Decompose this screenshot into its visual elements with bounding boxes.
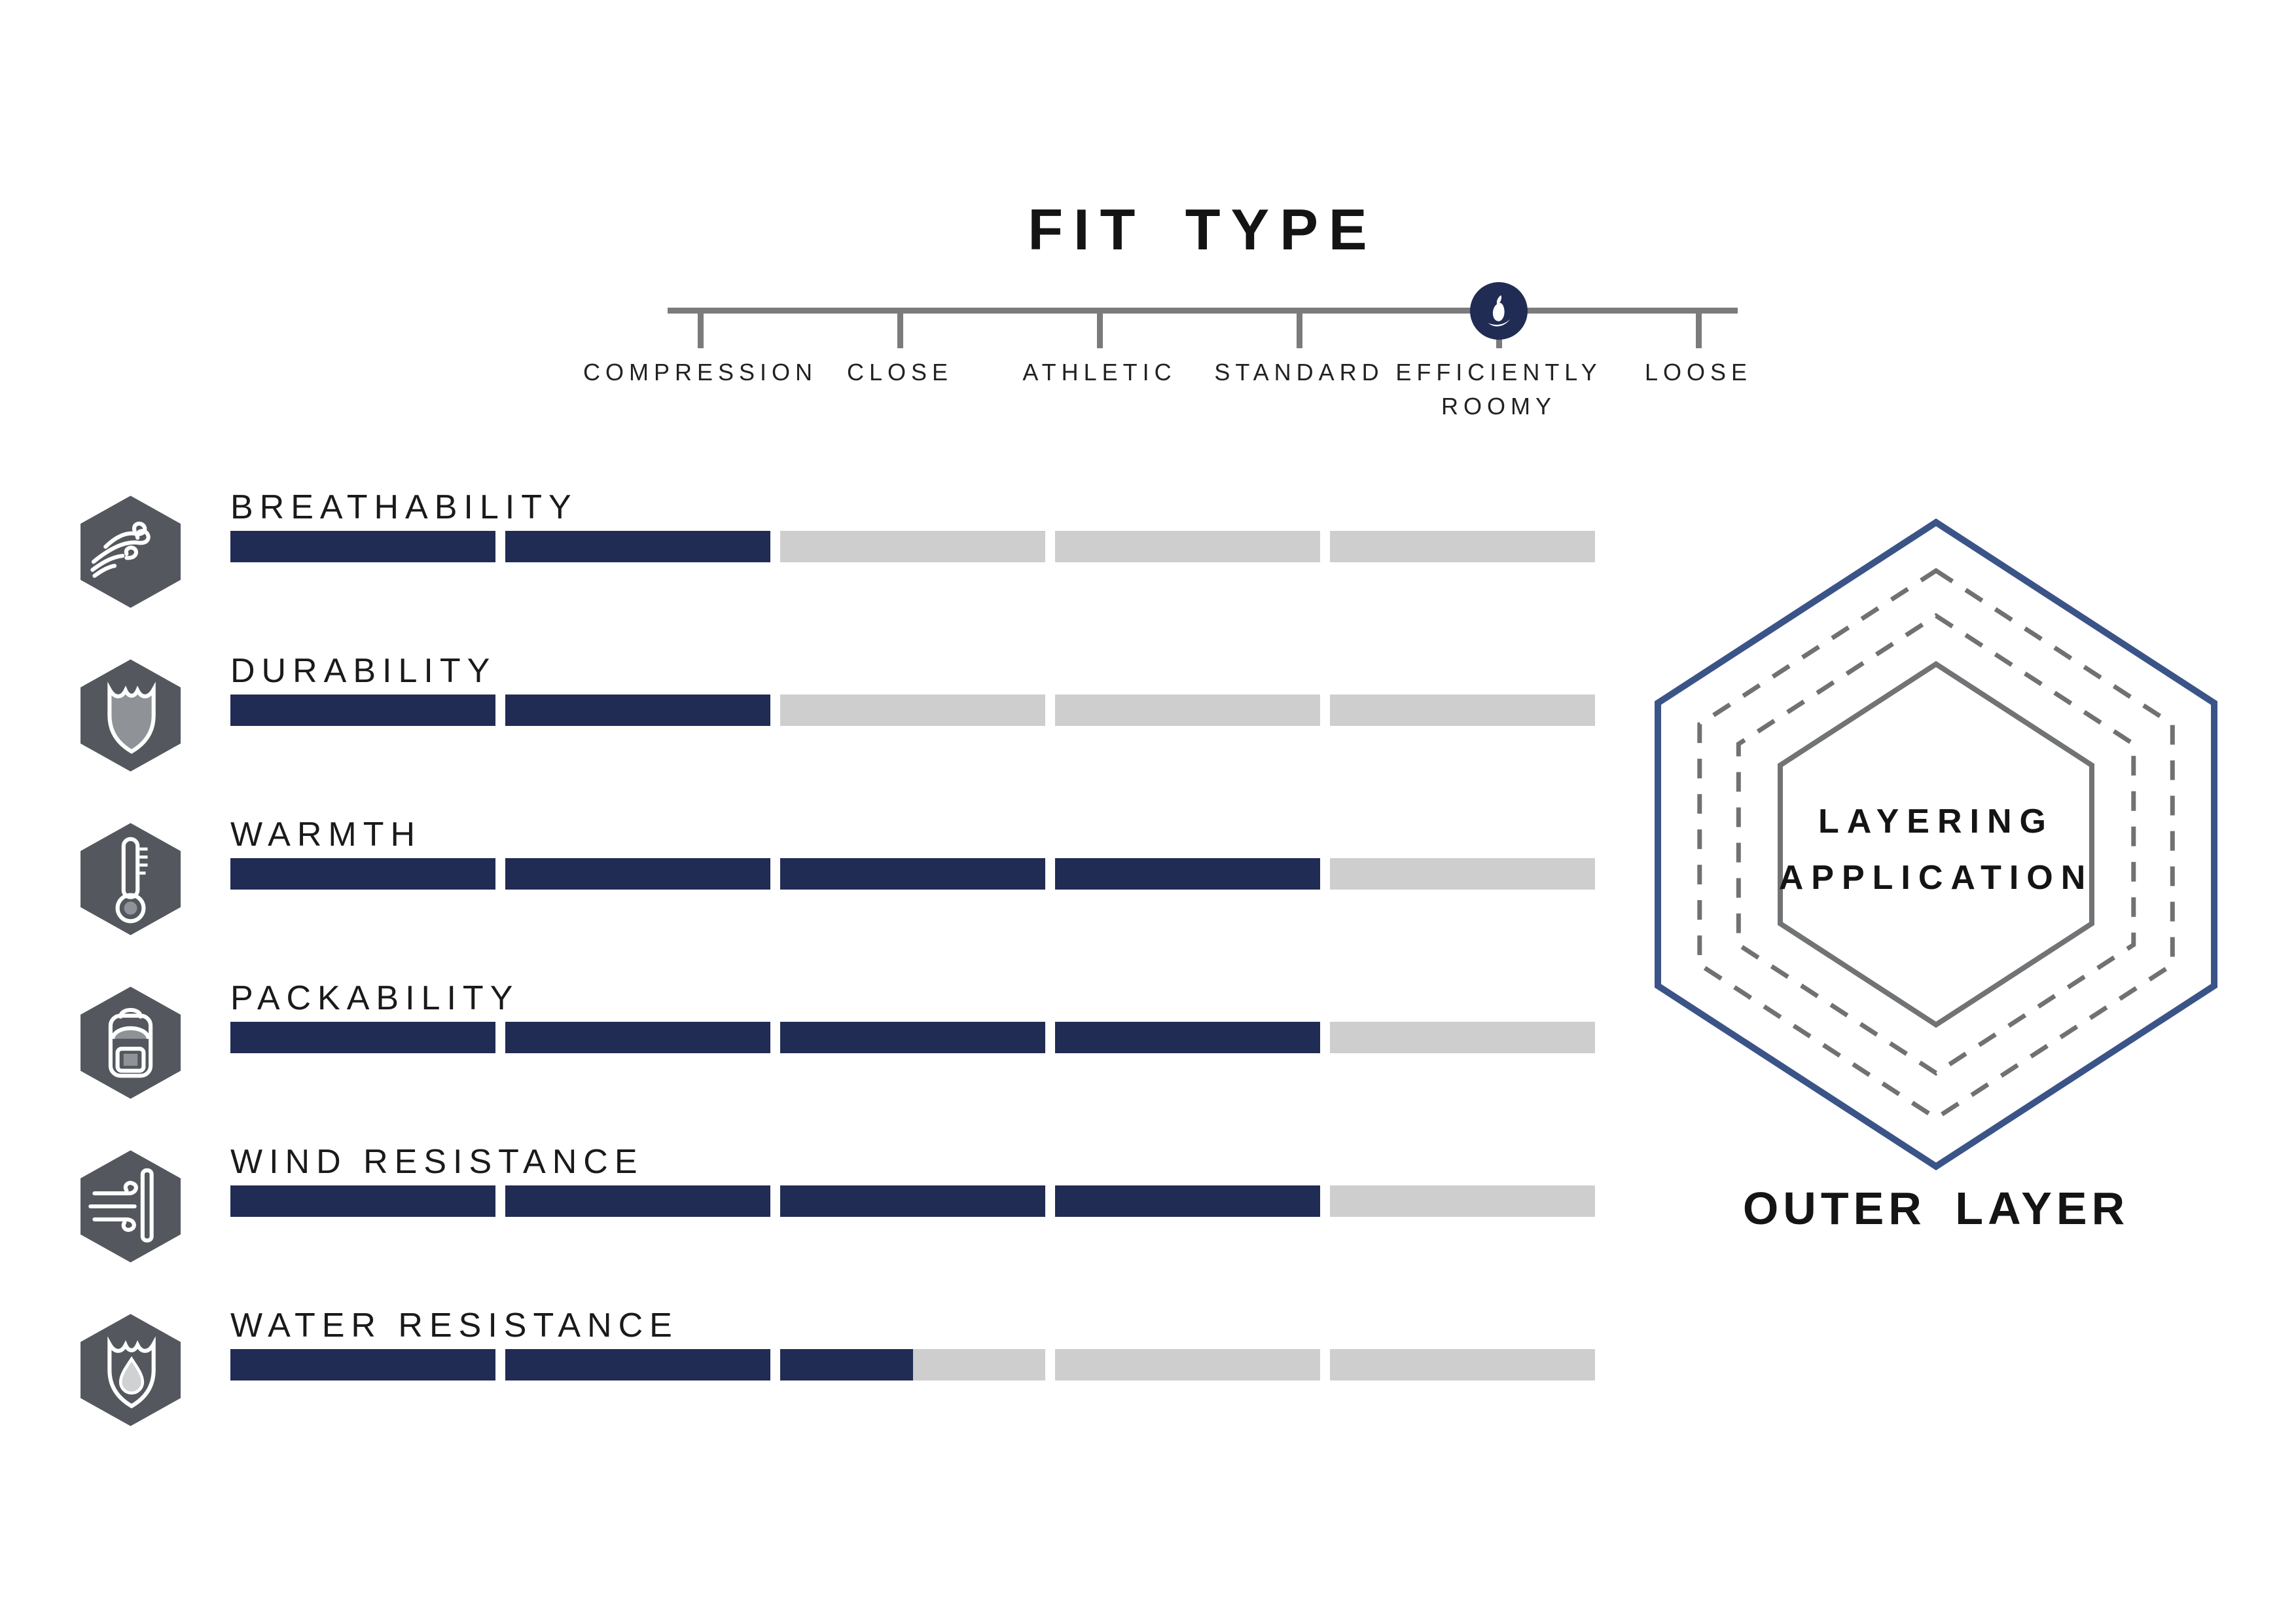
attribute-label: WIND RESISTANCE: [230, 1143, 644, 1181]
fit-scale-tick: [1296, 308, 1302, 348]
water-shield-icon: [81, 1314, 181, 1426]
rating-bar: [230, 531, 1595, 562]
fit-scale-label: COMPRESSION: [583, 359, 818, 386]
fit-scale-label: EFFICIENTLY ROOMY: [1395, 359, 1602, 420]
fit-scale-tick: [1695, 308, 1702, 348]
layering-hexagon-diagram: [1655, 518, 2217, 1170]
fit-scale-label: ATHLETIC: [1022, 359, 1177, 386]
rating-bar: [230, 1022, 1595, 1053]
rating-segment-fill: [230, 858, 495, 890]
layering-title-line2: APPLICATION: [1778, 859, 2094, 897]
rating-segment-fill: [230, 1349, 495, 1380]
rating-segment: [505, 531, 770, 562]
rating-segment: [505, 695, 770, 726]
rating-segment: [230, 1349, 495, 1380]
rating-segment: [1055, 1349, 1320, 1380]
fit-scale-label: LOOSE: [1644, 359, 1753, 386]
rating-segment: [780, 1022, 1045, 1053]
fit-scale-label: STANDARD: [1214, 359, 1384, 386]
rating-segment: [230, 1022, 495, 1053]
rating-segment-fill: [505, 1022, 770, 1053]
rating-bar: [230, 1185, 1595, 1217]
inner-hexagon: [1778, 660, 2094, 1028]
rating-segment-fill: [230, 1022, 495, 1053]
fit-marker: [1470, 282, 1528, 340]
rating-segment: [1330, 695, 1595, 726]
wind-breath-icon: [81, 496, 181, 608]
fit-type-title: FIT TYPE: [1028, 197, 1378, 262]
dashed-hexagon: [1697, 568, 2175, 1121]
rating-segment-fill: [230, 531, 495, 562]
fit-scale-line: [668, 308, 1738, 314]
rating-segment-fill: [780, 1022, 1045, 1053]
backpack-icon: [81, 986, 181, 1099]
rating-segment: [230, 531, 495, 562]
rating-bar: [230, 695, 1595, 726]
attribute-row: DURABILITY: [0, 652, 1610, 815]
attribute-row: WARMTH: [0, 816, 1610, 979]
wind-wall-icon: [81, 1150, 181, 1263]
rating-segment-fill: [1055, 858, 1320, 890]
attribute-label: PACKABILITY: [230, 979, 520, 1017]
attribute-label: BREATHABILITY: [230, 488, 578, 526]
thermometer-icon: [81, 823, 181, 935]
attribute-row: WATER RESISTANCE: [0, 1307, 1610, 1470]
rating-segment-fill: [505, 1349, 770, 1380]
rating-segment: [1330, 858, 1595, 890]
rating-segment-fill: [780, 1349, 913, 1380]
rating-segment: [780, 858, 1045, 890]
rating-segment: [1330, 531, 1595, 562]
rating-segment: [230, 1185, 495, 1217]
rating-segment: [1055, 858, 1320, 890]
fit-scale-tick: [897, 308, 903, 348]
rating-segment: [1055, 1185, 1320, 1217]
dashed-hexagon: [1736, 613, 2136, 1076]
attribute-label: DURABILITY: [230, 652, 497, 690]
rating-bar: [230, 1349, 1595, 1380]
fit-scale-tick: [1096, 308, 1103, 348]
layering-title: LAYERING APPLICATION: [1651, 793, 2221, 906]
rating-segment-fill: [230, 1185, 495, 1217]
shield-icon: [81, 659, 181, 772]
rating-segment-fill: [780, 1185, 1045, 1217]
rating-segment: [1330, 1022, 1595, 1053]
fit-scale-tick: [697, 308, 704, 348]
attribute-row: PACKABILITY: [0, 979, 1610, 1142]
rating-segment: [1055, 1022, 1320, 1053]
rating-segment-fill: [505, 858, 770, 890]
rating-segment: [505, 858, 770, 890]
rating-bar: [230, 858, 1595, 890]
rating-segment: [780, 531, 1045, 562]
attribute-label: WARMTH: [230, 816, 422, 854]
rating-segment: [1055, 695, 1320, 726]
rating-segment: [230, 695, 495, 726]
rating-segment: [230, 858, 495, 890]
fit-scale-label: CLOSE: [846, 359, 954, 386]
rating-segment-fill: [505, 1185, 770, 1217]
rating-segment: [505, 1022, 770, 1053]
rating-segment: [1055, 531, 1320, 562]
rating-segment-fill: [230, 695, 495, 726]
rating-segment-fill: [1055, 1185, 1320, 1217]
rating-segment: [780, 695, 1045, 726]
attribute-label: WATER RESISTANCE: [230, 1307, 679, 1344]
fit-scale: COMPRESSION CLOSE ATHLETIC STANDARD EFFICIEN…: [583, 282, 1747, 458]
bird-logo-icon: [1488, 295, 1511, 327]
rating-segment: [1330, 1349, 1595, 1380]
rating-segment: [505, 1349, 770, 1380]
rating-segment: [780, 1349, 1045, 1380]
rating-segment: [1330, 1185, 1595, 1217]
rating-segment: [780, 1185, 1045, 1217]
outer-layer-caption: OUTER LAYER: [1742, 1183, 2130, 1234]
rating-segment-fill: [1055, 1022, 1320, 1053]
rating-segment-fill: [505, 531, 770, 562]
layering-title-line1: LAYERING: [1818, 803, 2054, 840]
attribute-row: WIND RESISTANCE: [0, 1143, 1610, 1306]
attribute-row: BREATHABILITY: [0, 488, 1610, 651]
outer-hexagon: [1655, 518, 2217, 1170]
rating-segment-fill: [780, 858, 1045, 890]
rating-segment-fill: [505, 695, 770, 726]
rating-segment: [505, 1185, 770, 1217]
